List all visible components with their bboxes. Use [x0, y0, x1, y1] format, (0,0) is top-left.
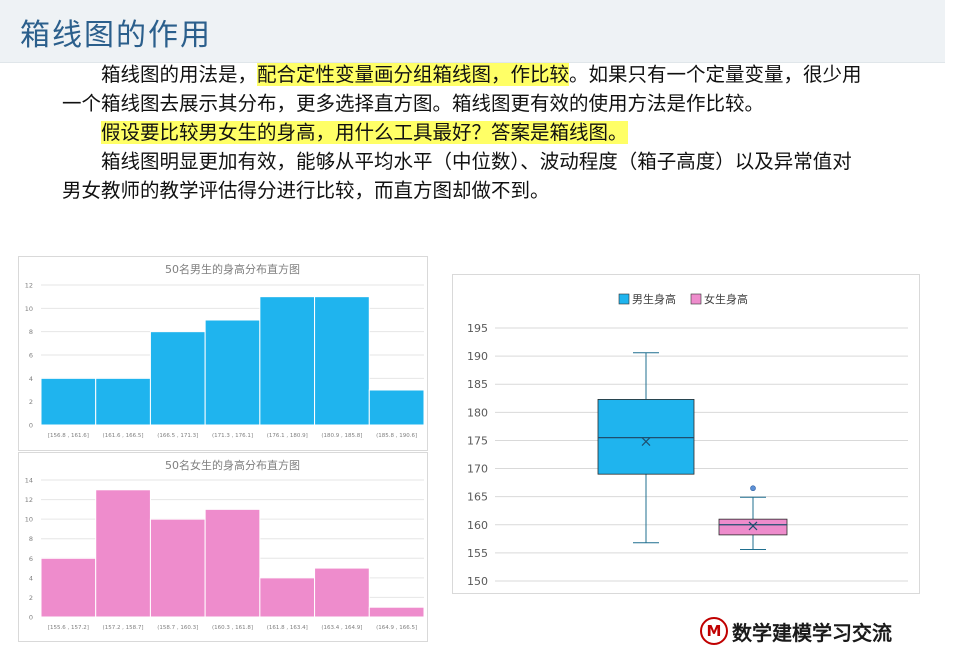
logo-text: 数学建模学习交流	[732, 620, 892, 645]
boxplot-ytick-label: 155	[467, 547, 488, 560]
female-hist-category-label: [155.6 , 157.2]	[48, 625, 89, 631]
male-histogram-panel: 50名男生的身高分布直方图 0 2 4 6 8 10 12 [156.8 , 161.6] (16…	[18, 256, 428, 451]
female-hist-category-label: (158.7 , 160.3]	[157, 625, 198, 631]
male-histogram-chart: 50名男生的身高分布直方图 0 2 4 6 8 10 12 [156.8 , 161.6] (16…	[25, 262, 425, 439]
paragraph-1: 箱线图的用法是，配合定性变量画分组箱线图，作比较。如果只有一个定量变量，很少用一…	[62, 60, 862, 118]
female-histogram-chart: 50名女生的身高分布直方图 0 2 4 6 8 10 12 14 [155.6 , 157.2] (…	[25, 458, 425, 631]
female-hist-category-label: (161.8 , 163.4]	[267, 625, 308, 631]
p1-text-a: 箱线图的用法是，	[101, 63, 258, 86]
boxplot-ytick-label: 195	[467, 322, 488, 335]
paragraph-2: 假设要比较男女生的身高，用什么工具最好？答案是箱线图。	[62, 118, 862, 147]
male-hist-category-label: (166.5 , 171.3]	[157, 433, 198, 439]
female-hist-bar	[149, 518, 206, 618]
boxplot-ytick-label: 170	[467, 463, 488, 476]
boxplot-panel: 150 155 160 165 170 175 180 185 190 195 男生身高 女生身高	[452, 274, 920, 594]
female-hist-ytick-label: 0	[29, 614, 33, 622]
mean-marker	[641, 437, 651, 446]
female-hist-category-label: (163.4 , 164.9]	[321, 625, 362, 631]
title-bar: 箱线图的作用	[0, 0, 945, 63]
boxplot-chart: 150 155 160 165 170 175 180 185 190 195 男生身高 女生身高	[467, 292, 908, 588]
male-hist-ytick-label: 12	[25, 282, 33, 290]
female-hist-bar	[368, 606, 425, 618]
boxplot-ytick-label: 160	[467, 519, 488, 532]
male-hist-ytick-label: 0	[29, 422, 33, 430]
female-hist-ytick-label: 2	[29, 594, 33, 602]
male-hist-ytick-label: 10	[25, 305, 33, 313]
female-hist-bar	[95, 489, 151, 618]
female-hist-bar	[259, 577, 316, 618]
male-hist-bar	[149, 331, 206, 426]
male-hist-bar	[259, 296, 316, 426]
female-hist-ytick-label: 8	[29, 535, 33, 543]
boxplot-ytick-label: 165	[467, 491, 488, 504]
boxplot-ytick-label: 185	[467, 378, 488, 391]
outlier-point	[750, 485, 756, 492]
logo: M 数学建模学习交流	[700, 617, 892, 645]
male-hist-ytick-label: 8	[29, 328, 33, 336]
female-hist-category-label: (160.3 , 161.8]	[212, 625, 253, 631]
male-hist-category-label: [156.8 , 161.6]	[48, 433, 89, 439]
male-hist-bar	[368, 389, 425, 426]
male-hist-ytick-label: 2	[29, 398, 33, 406]
female-hist-bar	[314, 567, 370, 618]
female-hist-ytick-label: 12	[25, 496, 33, 504]
boxplot-ytick-label: 150	[467, 575, 488, 588]
female-histogram-panel: 50名女生的身高分布直方图 0 2 4 6 8 10 12 14 [155.6 , 157.2] (…	[18, 452, 428, 642]
female-hist-ytick-label: 14	[25, 477, 33, 485]
female-hist-bar	[204, 508, 261, 618]
paragraph-3: 箱线图明显更加有效，能够从平均水平（中位数）、波动程度（箱子高度）以及异常值对男…	[62, 150, 852, 202]
female-hist-bar	[40, 557, 97, 618]
mean-marker	[748, 521, 758, 531]
male-hist-bar	[314, 296, 370, 426]
legend-label: 男生身高	[632, 292, 676, 306]
male-hist-title: 50名男生的身高分布直方图	[165, 262, 300, 276]
logo-mark-icon: M	[700, 617, 728, 645]
female-hist-ytick-label: 10	[25, 516, 33, 524]
legend-swatch	[690, 293, 702, 305]
male-hist-ytick-label: 4	[29, 375, 33, 383]
female-hist-category-label: (164.9 , 166.5]	[376, 625, 417, 631]
boxplot-ytick-label: 190	[467, 350, 488, 363]
box-iqr	[718, 518, 788, 536]
female-hist-title: 50名女生的身高分布直方图	[165, 458, 300, 472]
p2-highlight: 假设要比较男女生的身高，用什么工具最好？答案是箱线图。	[101, 121, 628, 144]
male-hist-bar	[95, 377, 151, 426]
male-hist-category-label: (171.3 , 176.1]	[212, 433, 253, 439]
slide-body: 箱线图的用法是，配合定性变量画分组箱线图，作比较。如果只有一个定量变量，很少用一…	[62, 60, 862, 205]
p1-highlight: 配合定性变量画分组箱线图，作比较	[257, 63, 570, 86]
female-hist-ytick-label: 4	[29, 574, 33, 582]
boxplot-ytick-label: 175	[467, 434, 488, 447]
male-hist-category-label: (161.6 , 166.5]	[103, 433, 144, 439]
legend-label: 女生身高	[704, 292, 748, 306]
male-hist-category-label: (185.8 , 190.6]	[376, 433, 417, 439]
p1-text-b: 。如果只有一个定量变量，很少用一个箱线图去展示其分布，更多选择直方图。箱线图更有…	[62, 63, 862, 115]
male-hist-category-label: (176.1 , 180.9]	[267, 433, 308, 439]
slide-title: 箱线图的作用	[20, 18, 212, 53]
female-hist-ytick-label: 6	[29, 555, 33, 563]
male-hist-bar	[40, 377, 97, 426]
male-hist-ytick-label: 6	[29, 352, 33, 360]
box-iqr	[597, 399, 695, 475]
legend-swatch	[618, 293, 630, 305]
female-hist-category-label: (157.2 , 158.7]	[103, 625, 144, 631]
boxplot-ytick-label: 180	[467, 406, 488, 419]
male-hist-category-label: (180.9 , 185.8]	[321, 433, 362, 439]
male-hist-bar	[204, 319, 261, 426]
